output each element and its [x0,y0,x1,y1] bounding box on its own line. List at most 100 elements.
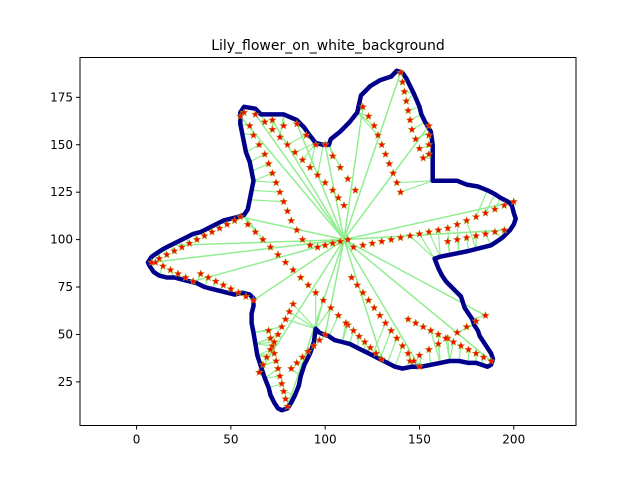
star-marker [296,273,305,282]
star-marker [411,318,420,327]
star-marker [298,235,307,244]
skeleton-branch [257,352,275,356]
star-marker [147,257,156,266]
y-tick-label: 75 [58,280,73,294]
skeleton-branch [394,345,404,367]
star-marker [481,311,490,320]
star-marker [373,130,383,139]
skeleton-line [174,238,345,247]
star-marker [405,231,415,240]
star-marker [471,316,481,325]
star-marker [287,364,296,373]
star-marker [321,178,330,187]
star-marker [336,163,345,172]
star-marker [166,265,175,274]
star-marker [321,240,330,249]
y-tick-label: 50 [58,327,73,341]
star-marker [313,242,322,251]
star-marker [258,360,268,369]
skeleton-line [343,239,383,360]
star-marker [377,354,386,363]
star-marker [441,333,451,342]
y-tick-label: 150 [50,138,73,152]
star-marker [311,288,320,297]
skeleton-branch [294,142,316,153]
star-marker [207,227,217,236]
star-marker [271,178,281,187]
star-marker [234,288,243,297]
skeleton-branch [255,341,275,345]
star-marker [249,130,258,139]
star-marker [239,108,249,117]
star-marker [385,159,394,168]
skeleton-branch [428,231,441,257]
star-marker [375,311,385,320]
skeleton-line [343,106,364,240]
star-marker [486,356,496,365]
skeleton-branch [251,163,269,172]
star-marker [387,235,396,244]
skeleton-branch [356,112,379,136]
star-marker [347,273,356,282]
star-marker [371,349,381,357]
skeleton-branch [430,330,441,364]
star-marker [370,303,379,312]
skeleton-line [151,238,345,264]
skeleton-branch [251,189,280,193]
star-marker [407,125,417,134]
skeleton-branch [409,235,435,260]
star-marker [279,197,288,206]
star-marker [281,314,290,323]
star-marker [305,240,315,249]
skeleton-branch [315,300,324,329]
skeleton-branch [264,375,280,379]
star-marker [364,111,373,120]
skeleton-line [296,123,345,240]
star-marker [453,235,462,244]
star-marker [453,328,462,337]
star-marker [434,330,443,338]
star-marker [443,237,452,246]
star-marker [292,119,302,128]
x-tick-label: 200 [502,433,525,447]
star-marker [396,68,405,77]
star-marker [424,140,434,149]
star-marker [287,216,296,225]
star-marker [226,284,236,293]
star-marker [273,364,283,373]
x-axis: 0 50 100 150 200 [133,425,525,447]
star-marker [471,212,481,221]
skeleton-line [254,113,345,241]
star-marker [481,208,490,217]
star-marker [298,352,307,361]
star-marker [177,242,187,251]
skeleton-branch [289,311,317,330]
skeleton-branch [243,214,264,240]
star-marker [354,331,364,340]
skeleton-branch [253,172,273,182]
star-marker [200,231,209,240]
star-marker [319,295,328,304]
star-marker [349,242,358,251]
star-marker [192,235,202,244]
star-marker [424,149,434,158]
star-marker [419,322,428,331]
skeleton-line [271,119,345,240]
star-marker [254,368,264,376]
star-marker [464,345,473,354]
skeleton-branch [458,345,462,362]
skeleton-branch [437,334,441,363]
star-marker [273,250,283,259]
star-marker [351,185,360,194]
star-marker [281,394,290,403]
skeleton-branch [437,230,441,257]
skeleton-branch [245,144,260,153]
star-marker [402,96,411,105]
star-marker [283,402,292,411]
star-marker [266,242,275,251]
star-marker [415,350,424,359]
skeleton-branch [249,199,284,203]
star-marker [279,386,288,395]
star-marker [185,239,194,247]
